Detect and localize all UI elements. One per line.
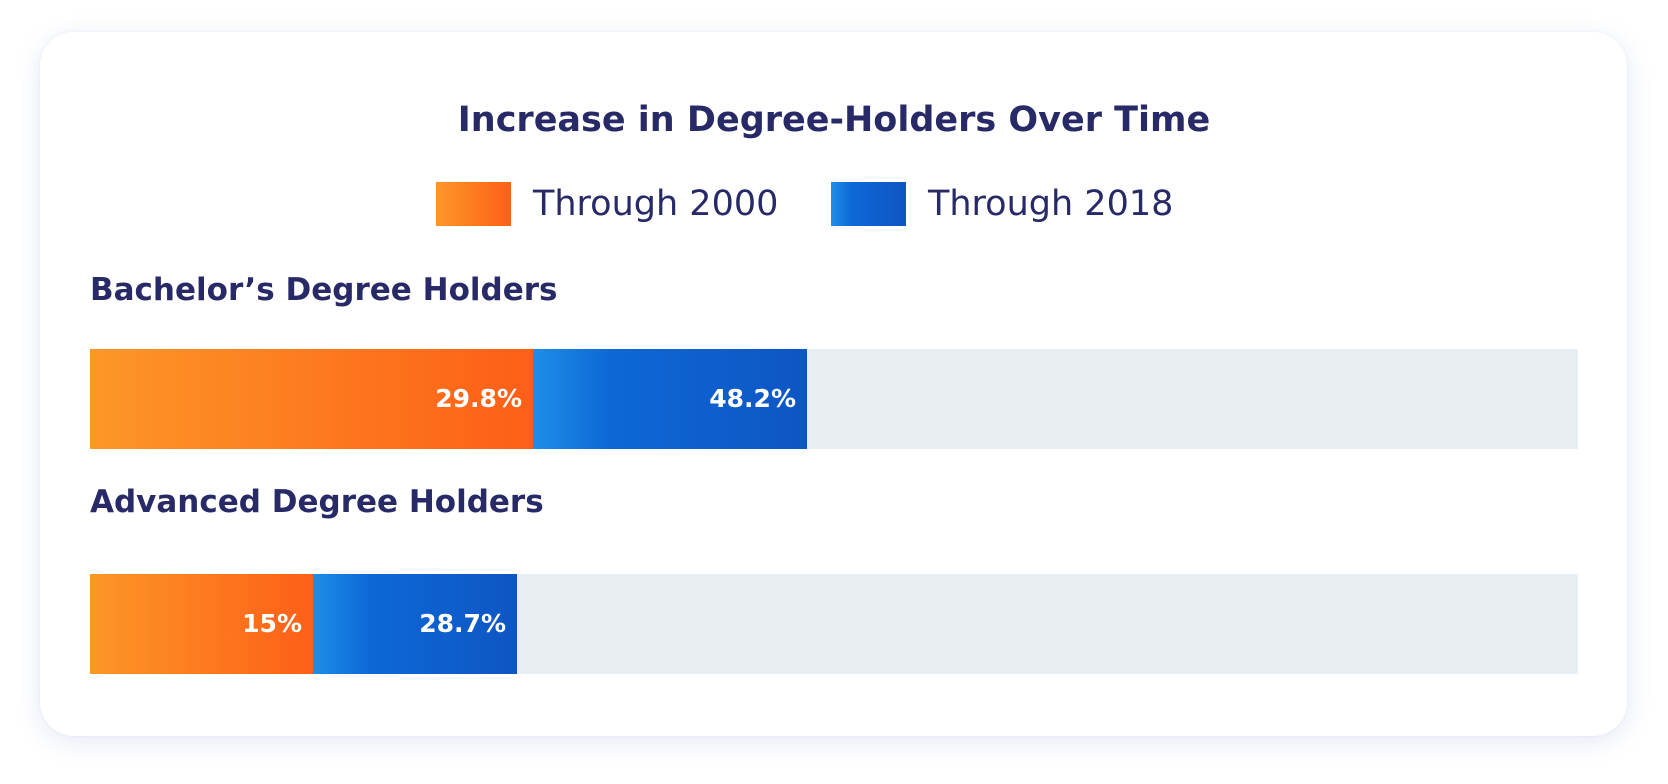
legend-swatch-through-2000 <box>436 182 511 226</box>
data-label-advanced-through-2000: 15% <box>242 609 302 638</box>
data-label-advanced-through-2018: 28.7% <box>419 609 506 638</box>
chart-title: Increase in Degree-Holders Over Time <box>457 100 1211 140</box>
data-label-bachelors-through-2000: 29.8% <box>435 384 522 413</box>
bar-bachelors-through-2018: 48.2% <box>533 349 807 449</box>
legend-swatch-through-2018 <box>831 182 906 226</box>
bar-bachelors-through-2000: 29.8% <box>90 349 533 449</box>
bar-advanced-through-2000: 15% <box>90 574 313 674</box>
legend-label-through-2000: Through 2000 <box>533 184 779 224</box>
bar-advanced-through-2018: 28.7% <box>313 574 517 674</box>
data-label-bachelors-through-2018: 48.2% <box>709 384 796 413</box>
legend-item-through-2018: Through 2018 <box>831 182 1173 226</box>
legend-item-through-2000: Through 2000 <box>436 182 778 226</box>
category-label-bachelors: Bachelor’s Degree Holders <box>90 272 558 308</box>
category-label-advanced: Advanced Degree Holders <box>90 484 544 520</box>
legend-label-through-2018: Through 2018 <box>928 184 1174 224</box>
bar-track-bachelors: 48.2% 29.8% <box>90 349 1578 449</box>
bar-track-advanced: 28.7% 15% <box>90 574 1578 674</box>
